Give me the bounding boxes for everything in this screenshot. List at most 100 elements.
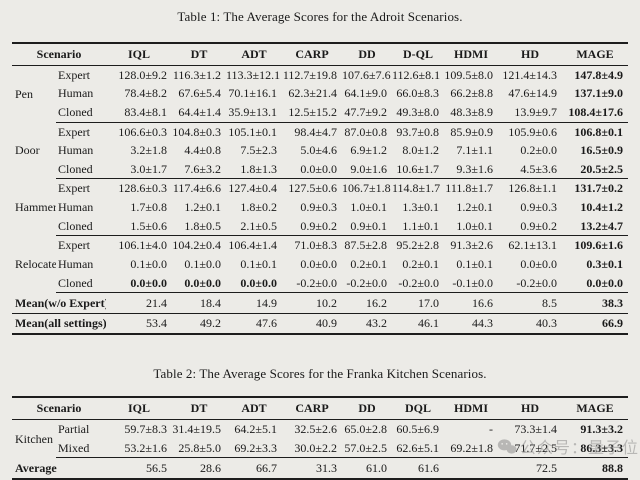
table-cell: 31.3: [316, 460, 337, 475]
table-cell: 32.5±2.6: [294, 422, 337, 436]
table-row: Relocate Expert 106.1±4.0 104.2±0.4 106.4±1.…: [12, 236, 628, 271]
summary-label: Average: [14, 460, 57, 475]
table-cell: 128.6±0.3: [118, 181, 167, 196]
table2-caption: Table 2: The Average Scores for the Fran…: [153, 366, 487, 382]
table-cell: 5.0±4.6: [300, 143, 337, 158]
table-cell: 6.9±1.2: [350, 143, 387, 158]
setting-label: Human: [57, 143, 94, 158]
table-cell: 128.0±9.2: [118, 67, 167, 82]
table-cell: 7.6±3.2: [172, 159, 226, 180]
table-cell: 107.6±7.6: [342, 67, 391, 82]
setting-label: Cloned: [55, 273, 106, 294]
table-cell: 64.2±5.1: [234, 422, 277, 436]
table-cell: 16.5±0.9: [580, 143, 623, 158]
table-cell: 8.5: [498, 292, 562, 314]
setting-label: Cloned: [55, 216, 106, 237]
setting-label: Human: [57, 200, 94, 214]
table-cell: 66.2±8.8: [450, 86, 493, 101]
table-cell: 9.0±1.6: [342, 159, 392, 180]
column-header-iql: IQL: [106, 43, 172, 66]
column-header-d-ql: D-QL: [392, 43, 444, 66]
table-cell: 0.0±0.0: [520, 256, 557, 271]
header-row: Scenario IQL DT ADT CARP DD D-QL HDMI HD MAGE: [11, 43, 628, 66]
setting-label: Mixed: [55, 438, 106, 459]
table-cell: 40.9: [316, 316, 337, 331]
table-cell: 44.3: [472, 316, 493, 331]
table-cell: 3.0±1.7: [106, 159, 172, 180]
table-cell: 48.3±8.9: [444, 102, 498, 123]
table-cell: 21.4: [106, 292, 172, 314]
table-cell: 147.8±4.9: [574, 67, 623, 82]
table-cell: 78.4±8.2: [124, 86, 167, 101]
adroit-scores-table: Scenario IQL DT ADT CARP DD D-QL HDMI HD MAGE Pen E…: [11, 42, 628, 336]
table-cell: 69.2±3.3: [226, 438, 282, 459]
scenario-group-label: Kitchen: [14, 431, 53, 446]
table-cell: 111.8±1.7: [445, 181, 493, 196]
table-cell: 10.2: [282, 292, 342, 314]
table-cell: 116.3±1.2: [172, 67, 221, 82]
table-cell: 13.9±9.7: [498, 102, 562, 123]
table-cell: 66.9: [602, 316, 623, 331]
table-cell: 62.3±21.4: [288, 86, 337, 101]
table-cell: 4.4±0.8: [184, 143, 221, 158]
table-cell: 40.3: [536, 316, 557, 331]
table-cell: 25.8±5.0: [172, 438, 226, 459]
column-header-dd: DD: [342, 43, 392, 66]
table-cell: 72.5: [536, 460, 557, 475]
scenario-group-label: Pen: [14, 86, 33, 101]
table-cell: 35.9±13.1: [226, 102, 282, 123]
table-cell: 0.2±0.1: [402, 256, 439, 271]
table-cell: 53.4: [146, 316, 167, 331]
table-cell: 106.4±1.4: [228, 238, 277, 253]
table-cell: 7.5±2.3: [240, 143, 277, 158]
table-cell: 1.7±0.8: [130, 200, 167, 214]
table-cell: 0.9±0.3: [520, 200, 557, 214]
column-header-hdmi: HDMI: [444, 43, 498, 66]
table-cell: 85.9±0.9: [450, 124, 493, 139]
table-cell: 64.1±9.0: [344, 86, 387, 101]
setting-label: Human: [57, 86, 94, 101]
table-cell: 57.0±2.5: [342, 438, 392, 459]
table-cell: 106.1±4.0: [118, 238, 167, 253]
table-cell: 0.0±0.0: [282, 159, 342, 180]
table-cell: 1.1±0.1: [392, 216, 444, 237]
table-cell: -0.2±0.0: [392, 273, 444, 294]
column-header-hd: HD: [498, 43, 562, 66]
table-row: Pen Expert 128.0±9.2 116.3±1.2 113.3±12.1 112…: [12, 65, 628, 101]
table-cell: 1.8±0.2: [240, 200, 277, 214]
setting-label: Human: [57, 256, 94, 271]
table-cell: 20.5±2.5: [562, 159, 628, 180]
table-cell: 0.1±0.0: [130, 256, 167, 271]
table-cell: 109.6±1.6: [574, 238, 623, 253]
table-cell: 93.7±0.8: [396, 124, 439, 139]
column-header-dd: DD: [342, 397, 392, 421]
table-cell: 71.0±8.3: [294, 238, 337, 253]
table-cell: 18.4: [172, 292, 226, 314]
table-cell: 71.7±2.5: [498, 438, 562, 459]
setting-label: Cloned: [55, 159, 106, 180]
table-cell: 126.8±1.1: [508, 181, 557, 196]
table-cell: 69.2±1.8: [444, 438, 498, 459]
table-cell: 56.5: [146, 460, 167, 475]
table-cell: 0.0±0.0: [172, 273, 226, 294]
table-cell: 117.4±6.6: [172, 181, 221, 196]
table-cell: 9.3±1.6: [444, 159, 498, 180]
table-cell: 8.0±1.2: [402, 143, 439, 158]
table-cell: 0.3±0.1: [586, 256, 623, 271]
table-cell: -0.2±0.0: [342, 273, 392, 294]
table-cell: 137.1±9.0: [574, 86, 623, 101]
table-row: Human 0.1±0.0 0.1±0.0 0.1±0.1 0.0±0.0 0.2±0.1…: [12, 255, 628, 274]
summary-label: Mean(w/o Expert): [11, 292, 106, 314]
table-cell: 108.4±17.6: [562, 102, 628, 123]
column-header-dt: DT: [172, 397, 226, 421]
setting-label: Expert: [57, 124, 90, 139]
table-cell: 109.5±8.0: [444, 67, 493, 82]
table-cell: 127.5±0.6: [288, 181, 337, 196]
table-cell: 105.9±0.6: [508, 124, 557, 139]
table-cell: 87.0±0.8: [344, 124, 387, 139]
table-cell: 0.9±0.3: [300, 200, 337, 214]
column-header-iql: IQL: [106, 397, 172, 421]
table-cell: 1.8±0.5: [172, 216, 226, 237]
table-cell: 62.6±5.1: [392, 438, 444, 459]
